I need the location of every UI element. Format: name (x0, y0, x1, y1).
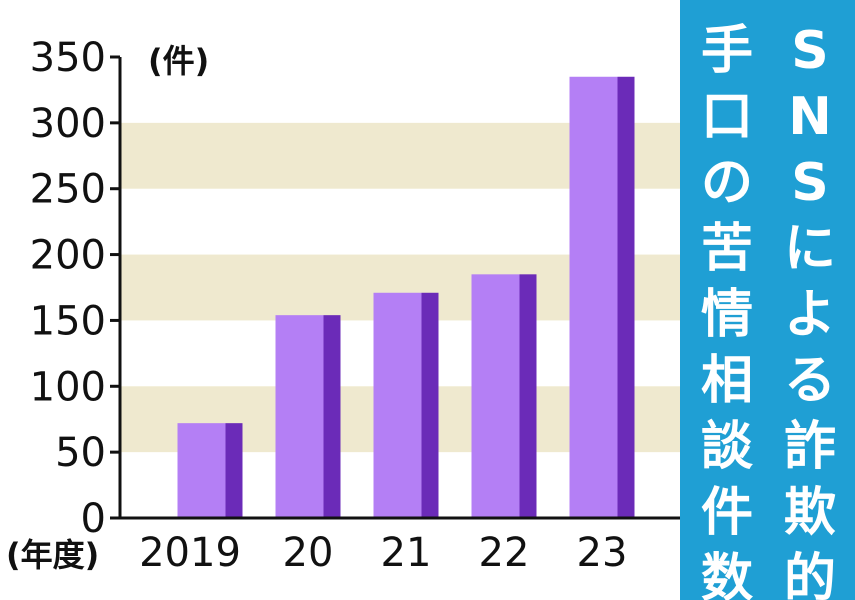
x-tick-label: 22 (479, 530, 530, 576)
bar (471, 274, 537, 518)
title-panel (680, 0, 855, 600)
bar-face (471, 274, 520, 518)
bar-side (323, 315, 341, 518)
y-tick-label: 200 (30, 233, 106, 279)
y-tick-label: 250 (30, 167, 106, 213)
x-tick-label: 23 (577, 530, 628, 576)
bar-side (225, 423, 243, 518)
x-labels: 2019 20 21 22 23 (139, 530, 627, 576)
y-tick-label: 0 (81, 496, 106, 542)
bar-face (177, 423, 226, 518)
bar-side (421, 292, 439, 518)
bars (177, 76, 635, 518)
x-tick-label: 20 (283, 530, 334, 576)
bar-side (617, 76, 635, 518)
bar (177, 423, 243, 518)
bar-side (519, 274, 537, 518)
y-ticks: 0 50 100 150 200 250 300 350 (30, 35, 120, 542)
y-tick-label: 100 (30, 364, 106, 410)
bar-face (275, 315, 324, 518)
title-column: 手口の苦情相談件数 (701, 21, 753, 600)
y-tick-label: 350 (30, 35, 106, 81)
title-column: S N S による詐欺的 (784, 21, 836, 600)
bar (275, 315, 341, 518)
bar (569, 76, 635, 518)
y-tick-label: 300 (30, 101, 106, 147)
y-tick-label: 150 (30, 298, 106, 344)
x-tick-label: 21 (381, 530, 432, 576)
bar-face (373, 292, 422, 518)
y-tick-label: 50 (55, 430, 106, 476)
bar-face (569, 76, 618, 518)
y-unit-label: (件) (148, 42, 209, 80)
bar (373, 292, 439, 518)
x-tick-label: 2019 (139, 530, 241, 576)
x-unit-label: (年度) (6, 536, 99, 574)
